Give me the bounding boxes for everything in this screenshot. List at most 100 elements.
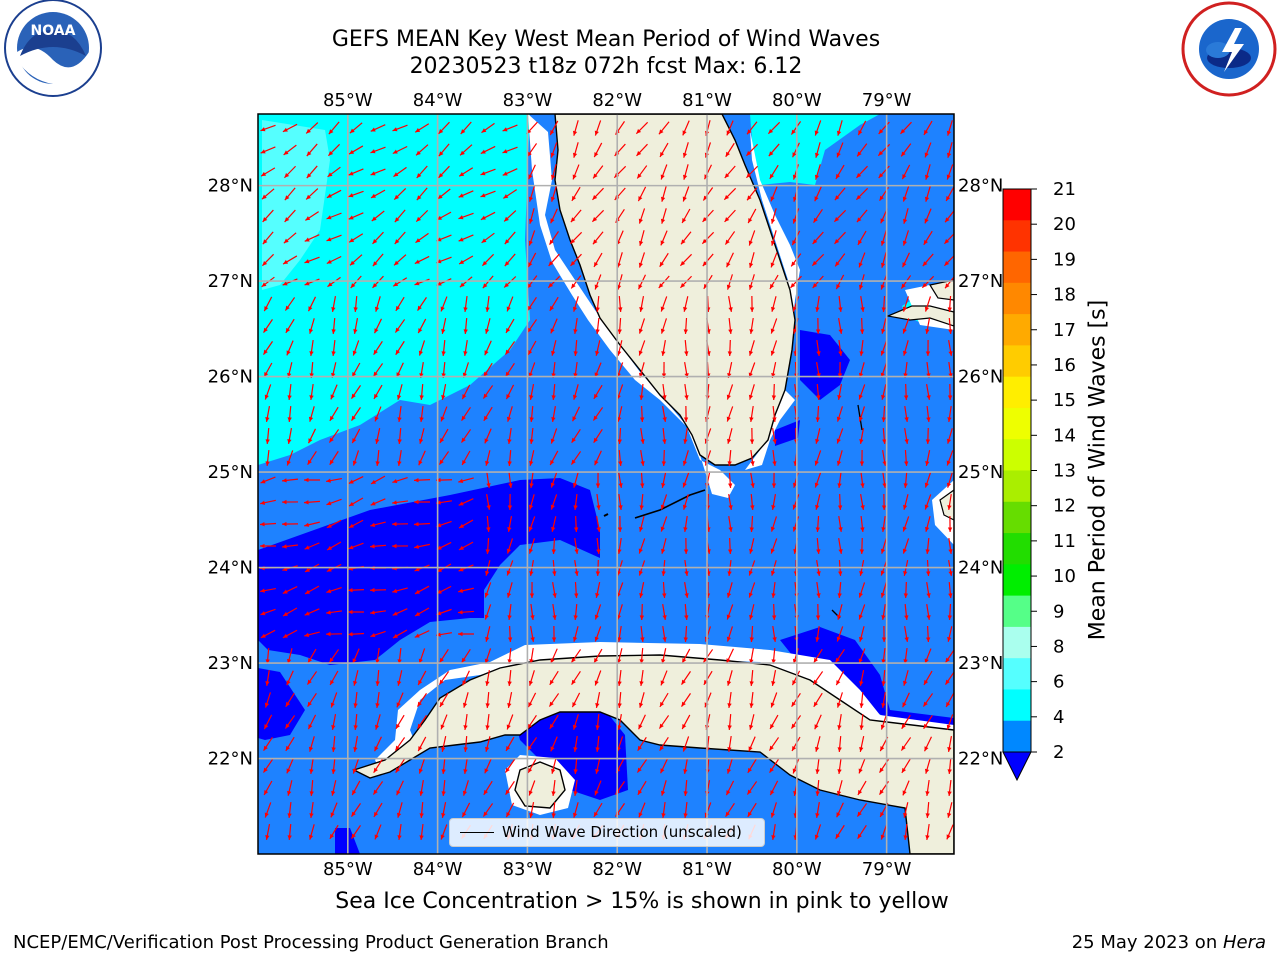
- wave-direction-arrow: [392, 587, 408, 594]
- wave-direction-arrow: [574, 538, 579, 554]
- wave-direction-arrow: [418, 450, 426, 466]
- wave-direction-arrow: [352, 648, 360, 664]
- wave-direction-arrow: [814, 164, 821, 180]
- lat-tick-label: 26°N: [208, 367, 253, 388]
- wave-direction-arrow: [481, 253, 495, 267]
- wave-direction-arrow: [638, 340, 646, 356]
- wave-direction-arrow: [855, 187, 869, 201]
- wave-direction-arrow: [373, 318, 383, 334]
- wave-direction-arrow: [438, 451, 450, 465]
- wave-direction-arrow: [458, 255, 474, 265]
- wave-direction-arrow: [260, 476, 276, 484]
- wave-direction-arrow: [769, 759, 779, 773]
- wave-direction-arrow: [441, 318, 447, 334]
- wave-direction-arrow: [372, 781, 384, 795]
- colorbar-segment: [1003, 501, 1031, 534]
- wave-direction-arrow: [880, 824, 888, 840]
- wave-direction-arrow: [326, 498, 342, 506]
- wave-direction-arrow: [414, 278, 430, 286]
- wave-direction-arrow: [440, 714, 448, 730]
- wave-direction-arrow: [309, 383, 314, 401]
- footer-credit: NCEP/EMC/Verification Post Processing Pr…: [13, 932, 609, 953]
- wave-direction-arrow: [264, 692, 271, 708]
- wave-direction-arrow: [351, 780, 361, 796]
- wave-direction-arrow: [282, 629, 298, 639]
- wave-direction-arrow: [304, 234, 320, 242]
- wave-direction-arrow: [331, 735, 336, 753]
- wave-direction-arrow: [922, 693, 934, 707]
- wave-direction-arrow: [305, 188, 319, 200]
- lat-tick-label: 28°N: [958, 176, 1003, 197]
- wave-direction-arrow: [393, 254, 407, 266]
- wave-direction-arrow: [880, 230, 887, 246]
- wave-direction-arrow: [551, 625, 557, 643]
- wave-direction-arrow: [640, 428, 645, 444]
- wave-direction-arrow: [481, 232, 495, 244]
- wave-direction-arrow: [728, 317, 733, 335]
- wave-direction-arrow: [617, 626, 622, 642]
- wave-direction-arrow: [265, 406, 271, 422]
- wave-direction-arrow: [330, 802, 338, 818]
- wave-direction-arrow: [375, 428, 381, 444]
- wave-direction-arrow: [857, 824, 867, 840]
- wave-direction-arrow: [550, 186, 557, 202]
- wave-direction-arrow: [263, 714, 273, 730]
- wave-direction-arrow: [331, 317, 336, 335]
- wave-direction-arrow: [261, 188, 275, 200]
- wave-direction-arrow: [593, 802, 603, 818]
- wave-direction-arrow: [770, 186, 778, 202]
- wave-direction-arrow: [281, 499, 299, 505]
- wave-direction-arrow: [458, 477, 474, 484]
- wave-direction-arrow: [287, 383, 292, 401]
- wave-direction-arrow: [504, 341, 516, 355]
- wave-direction-arrow: [369, 587, 387, 593]
- wave-direction-arrow: [727, 339, 733, 357]
- colorbar-segment: [1003, 407, 1031, 440]
- wave-direction-arrow: [369, 544, 387, 549]
- wave-direction-arrow: [330, 384, 338, 400]
- wave-direction-arrow: [948, 581, 953, 599]
- wave-direction-arrow: [457, 631, 475, 637]
- wave-direction-arrow: [331, 296, 337, 312]
- wave-direction-arrow: [309, 801, 314, 819]
- wave-direction-arrow: [903, 494, 909, 510]
- wave-direction-arrow: [637, 736, 647, 752]
- wave-direction-arrow: [903, 647, 908, 665]
- colorbar-tick-label: 14: [1053, 425, 1076, 446]
- wave-direction-arrow: [770, 692, 778, 708]
- wave-direction-arrow: [285, 736, 295, 752]
- wave-direction-arrow: [635, 121, 649, 135]
- wave-direction-arrow: [638, 230, 645, 246]
- wave-direction-arrow: [484, 604, 492, 620]
- wave-direction-arrow: [660, 516, 668, 532]
- wave-direction-arrow: [725, 802, 735, 818]
- wave-direction-arrow: [287, 823, 292, 841]
- wave-direction-arrow: [528, 494, 535, 510]
- wave-direction-arrow: [439, 692, 449, 708]
- wave-direction-arrow: [882, 427, 887, 445]
- wave-direction-arrow: [792, 296, 800, 312]
- wave-direction-arrow: [370, 630, 386, 638]
- wave-direction-arrow: [503, 189, 517, 199]
- wave-direction-arrow: [745, 143, 759, 157]
- wave-direction-arrow: [902, 208, 909, 224]
- wave-direction-arrow: [660, 318, 667, 334]
- wave-direction-arrow: [859, 626, 865, 642]
- wave-direction-arrow: [463, 713, 468, 731]
- wave-direction-arrow: [572, 406, 580, 422]
- wave-direction-arrow: [838, 295, 843, 313]
- wave-direction-arrow: [329, 406, 339, 422]
- wave-direction-arrow: [946, 142, 953, 158]
- wave-direction-arrow: [326, 587, 342, 594]
- wave-direction-arrow: [746, 165, 758, 179]
- wave-direction-arrow: [458, 541, 474, 551]
- colorbar-tick-label: 2: [1053, 742, 1064, 763]
- wave-direction-arrow: [749, 538, 755, 554]
- wave-direction-arrow: [459, 276, 473, 288]
- wave-direction-arrow: [350, 803, 362, 817]
- wave-direction-arrow: [375, 669, 380, 687]
- wave-direction-arrow: [438, 165, 450, 179]
- wave-direction-arrow: [815, 296, 820, 312]
- wave-direction-arrow: [548, 693, 560, 707]
- wave-direction-arrow: [836, 802, 844, 818]
